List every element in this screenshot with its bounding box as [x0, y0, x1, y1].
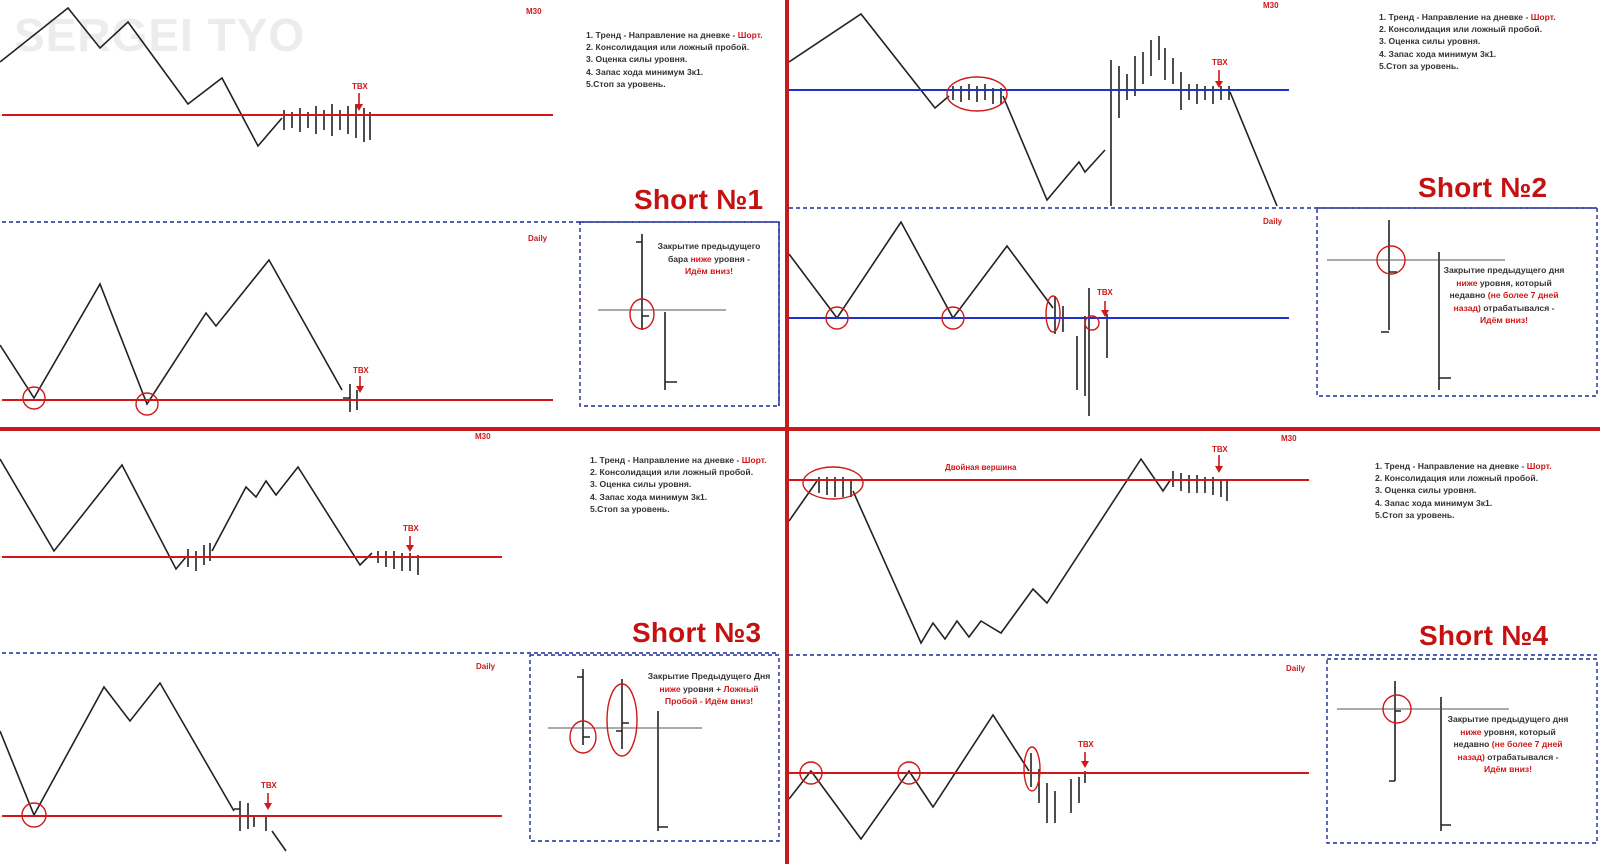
daily-price-path: [789, 220, 1054, 320]
panel-short-4: M30 ТВХ Двойная вершина 1. Тренд - Напра…: [789, 431, 1600, 864]
tvx-circle: [1084, 315, 1100, 331]
double-top-label: Двойная вершина: [945, 463, 1017, 472]
inset-dashed-frame: [579, 221, 780, 407]
tvx-label: ТВХ: [352, 82, 368, 91]
timeframe-m30-label: M30: [1281, 434, 1297, 443]
tvx-arrowhead-daily: [1081, 761, 1089, 768]
daily-bars: [234, 801, 287, 852]
chart-short-2: [789, 12, 1598, 416]
double-top-circle: [802, 466, 864, 500]
inset-candles: [1389, 681, 1451, 831]
level-touch-circle: [941, 306, 965, 330]
m30-price-path: [789, 12, 950, 110]
m30-consolidation-bars: [283, 104, 371, 142]
horizontal-divider: [0, 427, 1600, 431]
m30-consolidation-bars-2: [377, 551, 419, 575]
panel-short-3: M30 ТВХ 1. Тренд - Направление на дневке…: [0, 431, 785, 864]
level-touch-circle: [21, 802, 47, 828]
daily-price-path: [0, 258, 343, 406]
tvx-arrowhead-daily: [356, 386, 364, 393]
level-touch-circle: [135, 392, 159, 416]
tvx-arrowhead-m30: [1215, 466, 1223, 473]
inset-note: Закрытие предыдущего бара ниже уровня - …: [657, 241, 761, 277]
daily-price-path: [0, 681, 235, 817]
m30-consolidation-bars-2: [1172, 471, 1228, 501]
consolidation-circle: [946, 76, 1008, 112]
tvx-arrowhead-m30: [355, 104, 363, 111]
rules-list: 1. Тренд - Направление на дневке - Шорт.…: [1375, 461, 1552, 520]
m30-price-path-2: [1002, 95, 1106, 202]
inset-dashed-frame: [1316, 207, 1598, 397]
inset-close-circle: [629, 298, 655, 330]
panel-title: Short №4: [1419, 620, 1549, 651]
m30-volatile-bars: [1110, 36, 1230, 206]
inset-candles: [1381, 220, 1451, 390]
inset-note: Закрытие предыдущего дня ниже уровня, ко…: [1447, 714, 1569, 775]
daily-bars: [343, 384, 362, 412]
tvx-label: ТВХ: [261, 781, 277, 790]
inset-note: Закрытие Предыдущего Дня ниже уровня + Л…: [647, 671, 771, 707]
timeframe-daily-label: Daily: [528, 234, 548, 243]
inset-note: Закрытие предыдущего дня ниже уровня, ко…: [1443, 265, 1565, 326]
tvx-label: ТВХ: [353, 366, 369, 375]
timeframe-m30-label: M30: [475, 432, 491, 441]
m30-price-path-2: [852, 457, 1172, 645]
daily-bars: [1054, 288, 1108, 416]
level-touch-circle: [799, 761, 823, 785]
inset-candles: [577, 669, 668, 831]
inset-dashed-frame: [1326, 658, 1598, 844]
timeframe-m30-label: M30: [526, 7, 542, 16]
m30-consolidation-bars: [952, 84, 1002, 104]
tvx-label: ТВХ: [1212, 58, 1228, 67]
rules-list: 1. Тренд - Направление на дневке - Шорт.…: [590, 455, 767, 514]
rules-list: 1. Тренд - Направление на дневке - Шорт.…: [586, 30, 763, 89]
inset-close-circle: [569, 720, 597, 754]
tvx-label: ТВХ: [1097, 288, 1113, 297]
false-break-circle: [1045, 295, 1061, 333]
level-touch-circle: [22, 386, 46, 410]
timeframe-daily-label: Daily: [1263, 217, 1283, 226]
watermark: SERGEI TYO: [14, 9, 306, 61]
m30-price-path: [0, 6, 283, 148]
vertical-divider: [785, 0, 789, 864]
timeframe-daily-label: Daily: [476, 662, 496, 671]
daily-bars: [1030, 753, 1086, 823]
panel-short-1: SERGEI TYO M30 ТВХ: [0, 0, 785, 427]
tvx-label: ТВХ: [1078, 740, 1094, 749]
panel-title: Short №3: [632, 617, 762, 648]
tvx-arrowhead-daily: [1101, 310, 1109, 317]
timeframe-m30-label: M30: [1263, 1, 1279, 10]
inset-candles: [636, 234, 677, 390]
tvx-label: ТВХ: [1212, 445, 1228, 454]
panel-title: Short №2: [1418, 172, 1548, 203]
m30-price-path: [0, 458, 187, 571]
false-break-circle: [606, 683, 638, 757]
level-touch-circle: [825, 306, 849, 330]
daily-price-path: [789, 713, 1030, 841]
inset-dashed-frame: [529, 654, 780, 842]
chart-short-1: [0, 6, 780, 416]
inset-close-circle: [1382, 694, 1412, 724]
timeframe-daily-label: Daily: [1286, 664, 1306, 673]
level-touch-circle: [897, 761, 921, 785]
m30-price-path-3: [1229, 91, 1278, 207]
chart-short-4: [789, 455, 1598, 844]
false-break-circle: [1023, 746, 1041, 792]
m30-price-path: [789, 480, 818, 522]
tvx-arrowhead-m30: [1215, 81, 1223, 88]
tvx-label: ТВХ: [403, 524, 419, 533]
m30-consolidation-bars: [818, 477, 852, 497]
inset-close-circle: [1376, 245, 1406, 275]
tvx-arrowhead-daily: [264, 803, 272, 810]
rules-list: 1. Тренд - Направление на дневке - Шорт.…: [1379, 12, 1556, 71]
tvx-arrowhead-m30: [406, 545, 414, 552]
m30-price-path-2: [211, 465, 373, 567]
chart-short-3: [0, 458, 780, 852]
panel-title: Short №1: [634, 184, 764, 215]
panel-short-2: M30 ТВХ 1. Тренд - Направление на дневке…: [789, 0, 1600, 427]
